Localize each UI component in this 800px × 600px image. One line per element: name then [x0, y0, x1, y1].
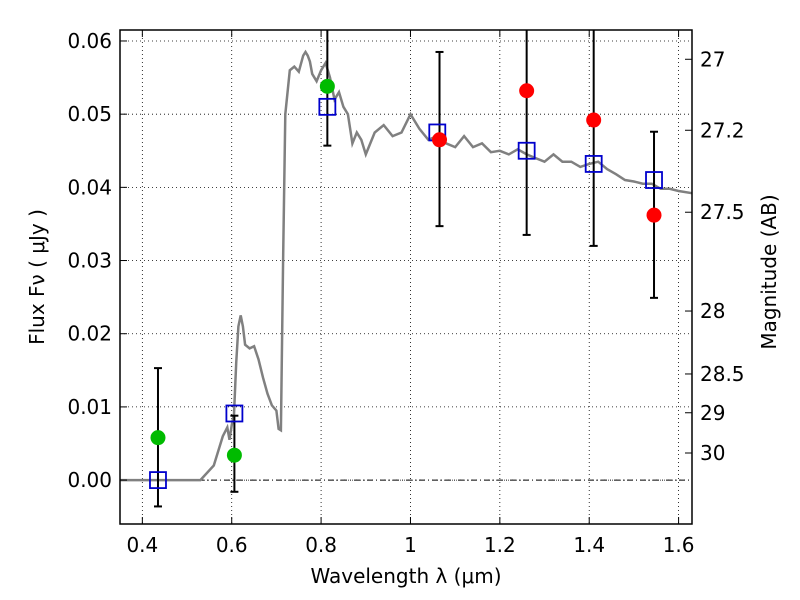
plot-frame	[119, 29, 693, 525]
model-band-marker	[517, 141, 536, 160]
x-tick-label: 0.8	[305, 533, 337, 557]
model-sed-line	[120, 49, 693, 482]
y-tick-label: 0.04	[67, 175, 112, 199]
model-band-marker	[645, 171, 663, 189]
y-tick-label: 0.02	[67, 322, 112, 346]
x-tick-label: 0.4	[126, 533, 158, 557]
magnitude-tick-label: 29	[700, 401, 725, 425]
detection-marker	[319, 78, 335, 94]
y-axis-label: Flux Fν ( μJy )	[25, 209, 49, 345]
model-band-marker	[225, 404, 244, 423]
markers	[149, 78, 663, 489]
upper-limit-marker	[586, 112, 602, 128]
upper-limit-marker	[519, 83, 535, 99]
magnitude-ticks: 27 27.2 27.5 28 28.5 29 30	[685, 47, 745, 465]
upper-limit-marker	[432, 132, 448, 148]
y-tick-label: 0.06	[67, 29, 112, 53]
upper-limit-marker	[646, 207, 662, 223]
x-tick-label: 1.2	[484, 533, 516, 557]
x-tick-label: 1	[404, 533, 417, 557]
magnitude-tick-label: 27	[700, 47, 725, 71]
detection-marker	[226, 447, 242, 463]
y-tick-label: 0.05	[67, 102, 112, 126]
magnitude-tick-label: 28.5	[700, 362, 745, 386]
y-tick-label: 0.03	[67, 249, 112, 273]
error-bars	[153, 30, 659, 508]
x-ticks: 0.4 0.6 0.8 1 1.2 1.4 1.6	[126, 30, 695, 557]
x-tick-label: 1.6	[663, 533, 695, 557]
magnitude-tick-label: 27.5	[700, 200, 745, 224]
magnitude-tick-label: 28	[700, 299, 725, 323]
model-band-marker	[318, 97, 337, 116]
y-tick-label: 0.01	[67, 395, 112, 419]
x-tick-label: 1.4	[573, 533, 605, 557]
y-ticks: 0.00 0.01 0.02 0.03 0.04 0.05 0.06	[67, 29, 127, 492]
model-band-marker	[584, 155, 603, 173]
detection-marker	[150, 430, 166, 446]
magnitude-tick-label: 27.2	[700, 118, 745, 142]
y-tick-label: 0.00	[67, 468, 112, 492]
x-tick-label: 0.6	[216, 533, 248, 557]
magnitude-tick-label: 30	[700, 441, 725, 465]
x-axis-label: Wavelength λ (μm)	[310, 564, 501, 588]
grid	[120, 30, 692, 524]
model-sed-layer	[120, 49, 693, 482]
right-axis-label: Magnitude (AB)	[757, 194, 781, 349]
model-band-marker	[149, 471, 167, 489]
